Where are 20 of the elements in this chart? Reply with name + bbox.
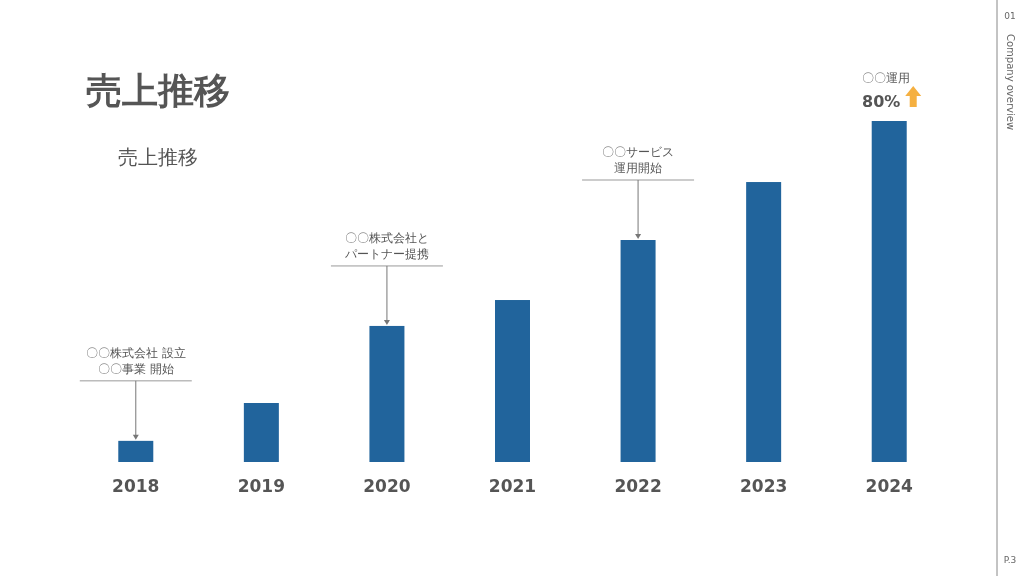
text: P.3: [1003, 555, 1017, 565]
x-tick-label: 2021: [488, 476, 537, 496]
annotation: パートナー提携: [343, 246, 429, 261]
annotation: 〇〇事業 開始: [97, 361, 174, 376]
annotation: 80%: [862, 92, 901, 111]
annotation: 〇〇サービス: [602, 145, 675, 160]
text: 売上推移: [118, 145, 198, 169]
annotation: 〇〇株式会社と: [344, 230, 429, 245]
x-tick-label: 2018: [112, 476, 160, 496]
x-tick-label: 2020: [363, 476, 411, 496]
text: 〇〇運用: [862, 71, 911, 85]
text: 01: [1004, 11, 1016, 21]
x-tick-label: 2019: [237, 476, 286, 496]
chart-title: 売上推移: [86, 70, 230, 111]
x-tick-label: 2022: [614, 476, 662, 496]
text: Company overview: [1005, 34, 1016, 131]
x-tick-label: 2023: [739, 476, 788, 496]
annotation: 運用開始: [614, 161, 663, 176]
x-tick-label: 2024: [865, 476, 914, 496]
annotation: 〇〇株式会社 設立: [85, 345, 186, 360]
